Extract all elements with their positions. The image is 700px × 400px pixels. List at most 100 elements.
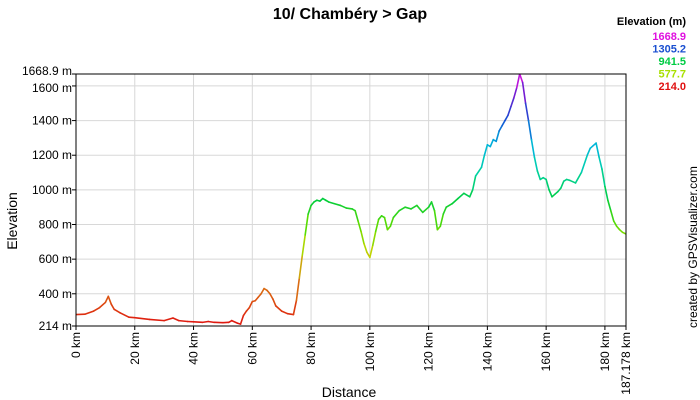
legend-entry: 941.5: [658, 56, 686, 68]
elevation-segment: [286, 312, 295, 316]
legend-entry: 214.0: [658, 81, 686, 93]
elevation-segment: [98, 301, 107, 309]
elevation-segment: [433, 209, 439, 231]
x-tick-label: 140 km: [480, 332, 494, 371]
y-tick-label: 1400 m: [32, 114, 72, 128]
elevation-segment: [345, 207, 354, 210]
elevation-segment: [513, 86, 518, 99]
elevation-segment: [510, 97, 515, 108]
elevation-segment: [474, 166, 483, 177]
elevation-segment: [483, 144, 489, 157]
y-tick-label: 1200 m: [32, 148, 72, 162]
elevation-segment: [178, 319, 189, 323]
elevation-segment: [536, 170, 542, 181]
elevation-segment: [357, 220, 362, 233]
elevation-segment: [421, 206, 430, 214]
elevation-segment: [369, 244, 374, 259]
elevation-line: [76, 74, 626, 325]
elevation-segment: [451, 197, 459, 205]
legend-entry: 1668.9: [652, 31, 686, 43]
elevation-segment: [489, 138, 495, 148]
elevation-segment: [416, 204, 424, 214]
elevation-segment: [612, 220, 618, 228]
chart-title: 10/ Chambéry > Gap: [273, 6, 428, 23]
elevation-segment: [363, 242, 368, 254]
elevation-segment: [389, 216, 395, 228]
legend-entry: 1305.2: [652, 44, 686, 56]
y-tick-label: 1600 m: [32, 81, 72, 95]
elevation-segment: [275, 305, 283, 312]
elevation-segment: [480, 154, 486, 169]
elevation-segment: [110, 303, 115, 311]
y-axis-ticks: 214 m 400 m 600 m 800 m 1000 m 1200 m 1400 m 16…: [22, 64, 76, 333]
x-axis-label: Distance: [322, 384, 377, 400]
elevation-segment: [242, 310, 248, 317]
elevation-segment: [398, 206, 406, 212]
elevation-segment: [292, 299, 298, 316]
elevation-segment: [201, 320, 210, 324]
elevation-segment: [84, 310, 95, 316]
x-tick-label: 0 km: [69, 332, 83, 358]
x-tick-label: 100 km: [363, 332, 377, 371]
elevation-segment: [580, 154, 589, 174]
plot-frame: [75, 73, 627, 327]
elevation-segment: [280, 310, 289, 315]
elevation-segment: [104, 295, 110, 304]
elevation-segment: [327, 201, 336, 205]
elevation-segment: [586, 147, 592, 157]
elevation-segment: [148, 318, 165, 322]
elevation-segment: [609, 209, 615, 222]
elevation-segment: [442, 206, 448, 215]
elevation-segment: [172, 317, 180, 322]
elevation-segment: [568, 179, 577, 184]
y-tick-label: 600 m: [39, 252, 72, 266]
x-tick-label: 160 km: [539, 332, 553, 371]
x-tick-label: 187.178 km: [619, 332, 633, 395]
x-tick-label: 80 km: [304, 332, 318, 365]
legend-entry: 577.7: [658, 69, 686, 81]
elevation-segment: [504, 114, 509, 122]
elevation-segment: [269, 292, 274, 300]
elevation-segment: [295, 277, 301, 302]
elevation-segment: [248, 300, 254, 309]
elevation-segment: [404, 206, 412, 210]
grid: [76, 74, 626, 326]
elevation-segment: [548, 189, 553, 198]
x-tick-label: 120 km: [422, 332, 436, 371]
elevation-segment: [507, 105, 512, 117]
elevation-segment: [133, 316, 151, 321]
elevation-segment: [307, 204, 312, 215]
elevation-segment: [272, 298, 277, 307]
elevation-segment: [521, 81, 527, 105]
elevation-segment: [163, 317, 174, 322]
y-axis-label: Elevation: [4, 192, 20, 250]
elevation-segment: [128, 316, 136, 319]
elevation-segment: [501, 119, 506, 127]
elevation-segment: [601, 168, 606, 188]
elevation-segment: [360, 230, 365, 245]
elevation-segment: [301, 234, 306, 257]
elevation-segment: [530, 138, 536, 158]
y-tick-label: 214 m: [39, 319, 72, 333]
elevation-segment: [392, 209, 401, 219]
elevation-segment: [374, 218, 380, 233]
legend: Elevation (m) 1668.91305.2941.5577.7214.…: [617, 16, 686, 93]
elevation-segment: [430, 201, 436, 212]
x-tick-label: 40 km: [187, 332, 201, 365]
elevation-segment: [383, 216, 389, 231]
elevation-segment: [298, 254, 304, 279]
y-tick-label: 1000 m: [32, 183, 72, 197]
elevation-segment: [457, 192, 465, 200]
elevation-segment: [607, 199, 612, 212]
y-tick-label: 1668.9 m: [22, 64, 72, 78]
elevation-segment: [518, 74, 524, 84]
elevation-segment: [463, 192, 471, 198]
elevation-segment: [545, 178, 550, 191]
elevation-segment: [339, 204, 348, 209]
elevation-segment: [260, 287, 265, 295]
elevation-segment: [354, 209, 359, 222]
y-tick-label: 400 m: [39, 287, 72, 301]
elevation-segment: [239, 314, 245, 325]
elevation-segment: [595, 142, 600, 158]
elevation-segment: [495, 130, 500, 143]
